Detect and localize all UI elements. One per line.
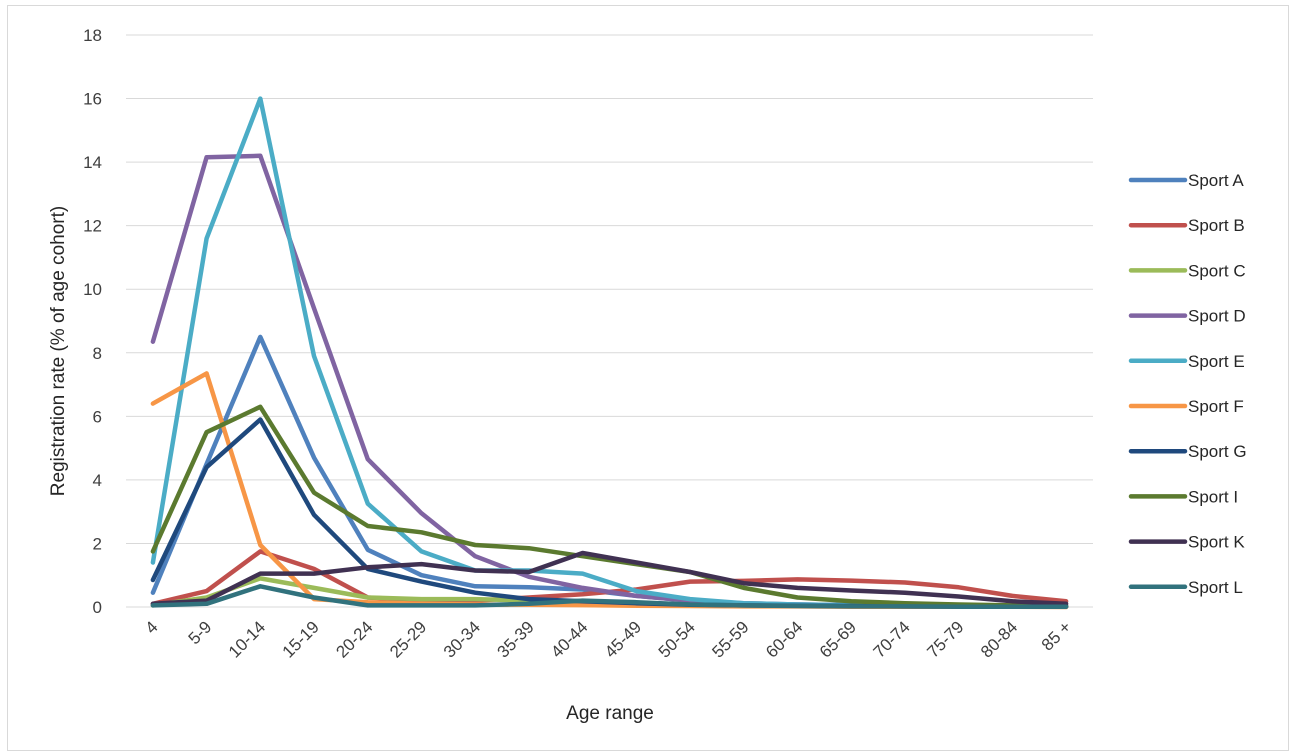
x-tick-label: 4 — [142, 617, 162, 637]
legend-label-sport-k: Sport K — [1188, 533, 1245, 552]
x-axis-title: Age range — [566, 703, 654, 724]
x-tick-label: 60-64 — [762, 617, 806, 661]
legend-label-sport-b: Sport B — [1188, 216, 1245, 235]
y-axis-ticks: 0 2 4 6 8 10 12 14 16 18 — [83, 26, 102, 617]
x-tick-label: 5-9 — [185, 617, 216, 648]
x-tick-label: 20-24 — [332, 617, 376, 661]
y-axis-title: Registration rate (% of age cohort) — [48, 206, 69, 496]
series-line-sport-g — [150, 417, 1069, 609]
x-tick-label: 15-19 — [279, 617, 323, 661]
x-tick-label: 75-79 — [923, 617, 967, 661]
legend-label-sport-g: Sport G — [1188, 442, 1247, 461]
legend-label-sport-a: Sport A — [1188, 171, 1244, 190]
y-tick-label: 12 — [83, 217, 102, 236]
series-line-sport-l — [150, 584, 1069, 609]
legend-label-sport-d: Sport D — [1188, 307, 1246, 326]
x-tick-label: 70-74 — [870, 617, 914, 661]
y-tick-label: 6 — [93, 407, 102, 426]
x-tick-label: 85 + — [1038, 617, 1075, 654]
x-axis-ticks: 4 5-9 10-14 15-19 20-24 25-29 30-34 35-39 40-44 4… — [142, 617, 1075, 661]
chart-frame — [7, 5, 1289, 751]
x-tick-label: 50-54 — [655, 617, 699, 661]
gridlines — [126, 34, 1093, 608]
x-tick-label: 45-49 — [601, 617, 645, 661]
y-tick-label: 0 — [93, 598, 102, 617]
series-line-sport-k — [150, 550, 1069, 607]
y-tick-label: 14 — [83, 153, 102, 172]
x-tick-label: 35-39 — [494, 617, 538, 661]
x-tick-label: 40-44 — [547, 617, 591, 661]
legend-label-sport-c: Sport C — [1188, 261, 1246, 280]
x-tick-label: 30-34 — [440, 617, 484, 661]
y-tick-label: 10 — [83, 280, 102, 299]
series-line-sport-d — [150, 153, 1069, 609]
y-tick-label: 16 — [83, 90, 102, 109]
series-line-sport-i — [150, 404, 1069, 609]
x-tick-label: 10-14 — [225, 617, 269, 661]
legend-label-sport-i: Sport I — [1188, 487, 1238, 506]
legend-label-sport-l: Sport L — [1188, 578, 1243, 597]
y-tick-label: 4 — [93, 471, 102, 490]
x-tick-label: 55-59 — [708, 617, 752, 661]
y-tick-label: 8 — [93, 344, 102, 363]
legend-label-sport-f: Sport F — [1188, 397, 1244, 416]
legend-label-sport-e: Sport E — [1188, 352, 1245, 371]
x-tick-label: 80-84 — [977, 617, 1021, 661]
y-tick-label: 18 — [83, 26, 102, 45]
legend: Sport A Sport B Sport C Sport D Sport E Sport… — [1128, 171, 1247, 597]
series-lines — [150, 96, 1069, 610]
x-tick-label: 65-69 — [816, 617, 860, 661]
y-tick-label: 2 — [93, 534, 102, 553]
x-tick-label: 25-29 — [386, 617, 430, 661]
